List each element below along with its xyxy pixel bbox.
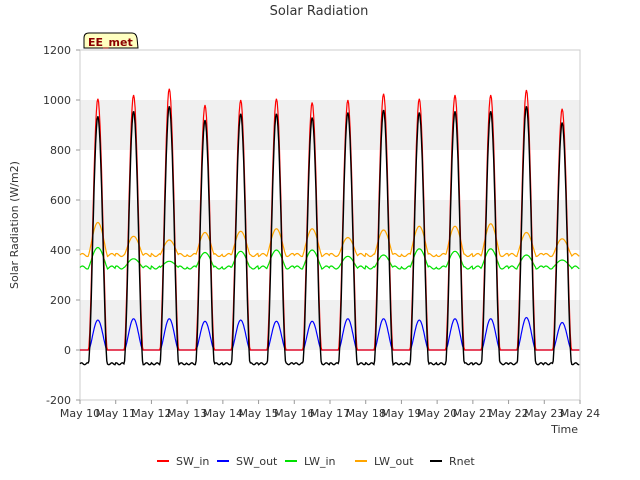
- x-tick-label: May 11: [96, 407, 136, 420]
- chart-title: Solar Radiation: [270, 4, 369, 19]
- x-tick-label: May 16: [274, 407, 314, 420]
- y-tick-label: 1200: [43, 44, 71, 57]
- y-tick-label: 400: [50, 244, 71, 257]
- grid-bands: [80, 100, 580, 350]
- series-line-rnet: [79, 106, 580, 366]
- legend-label: Rnet: [449, 455, 475, 468]
- grid-band: [80, 300, 580, 350]
- legend-label: LW_in: [304, 455, 336, 468]
- x-tick-label: May 24: [560, 407, 600, 420]
- y-tick-label: 600: [50, 194, 71, 207]
- x-tick-label: May 15: [238, 407, 278, 420]
- y-tick-label: 1000: [43, 94, 71, 107]
- site-badge-label: EE_met: [88, 36, 133, 49]
- x-axis-label: Time: [550, 423, 578, 436]
- x-tick-label: May 12: [131, 407, 171, 420]
- site-badge-box: [83, 32, 139, 49]
- x-tick-label: May 23: [524, 407, 564, 420]
- y-tick-label: 200: [50, 294, 71, 307]
- x-tick-label: May 17: [310, 407, 350, 420]
- x-tick-label: May 21: [453, 407, 493, 420]
- site-badge: EE_met: [83, 32, 139, 49]
- x-tick-label: May 14: [203, 407, 243, 420]
- x-tick-label: May 19: [381, 407, 421, 420]
- y-axis-label: Solar Radiation (W/m2): [8, 161, 21, 289]
- series-layer: [79, 88, 580, 366]
- x-tick-label: May 13: [167, 407, 207, 420]
- legend-label: LW_out: [374, 455, 414, 468]
- x-tick-label: May 10: [60, 407, 100, 420]
- grid-band: [80, 200, 580, 250]
- x-tick-label: May 22: [488, 407, 528, 420]
- y-axis-ticks: -200 0 200 400 600 800 1000 1200: [43, 44, 80, 407]
- y-tick-label: -200: [46, 394, 71, 407]
- grid-band: [80, 100, 580, 150]
- legend-label: SW_in: [176, 455, 209, 468]
- legend: SW_in SW_out LW_in LW_out Rnet: [157, 455, 475, 468]
- y-tick-label: 0: [64, 344, 71, 357]
- legend-label: SW_out: [236, 455, 278, 468]
- x-tick-label: May 18: [346, 407, 386, 420]
- y-tick-label: 800: [50, 144, 71, 157]
- x-tick-label: May 20: [417, 407, 457, 420]
